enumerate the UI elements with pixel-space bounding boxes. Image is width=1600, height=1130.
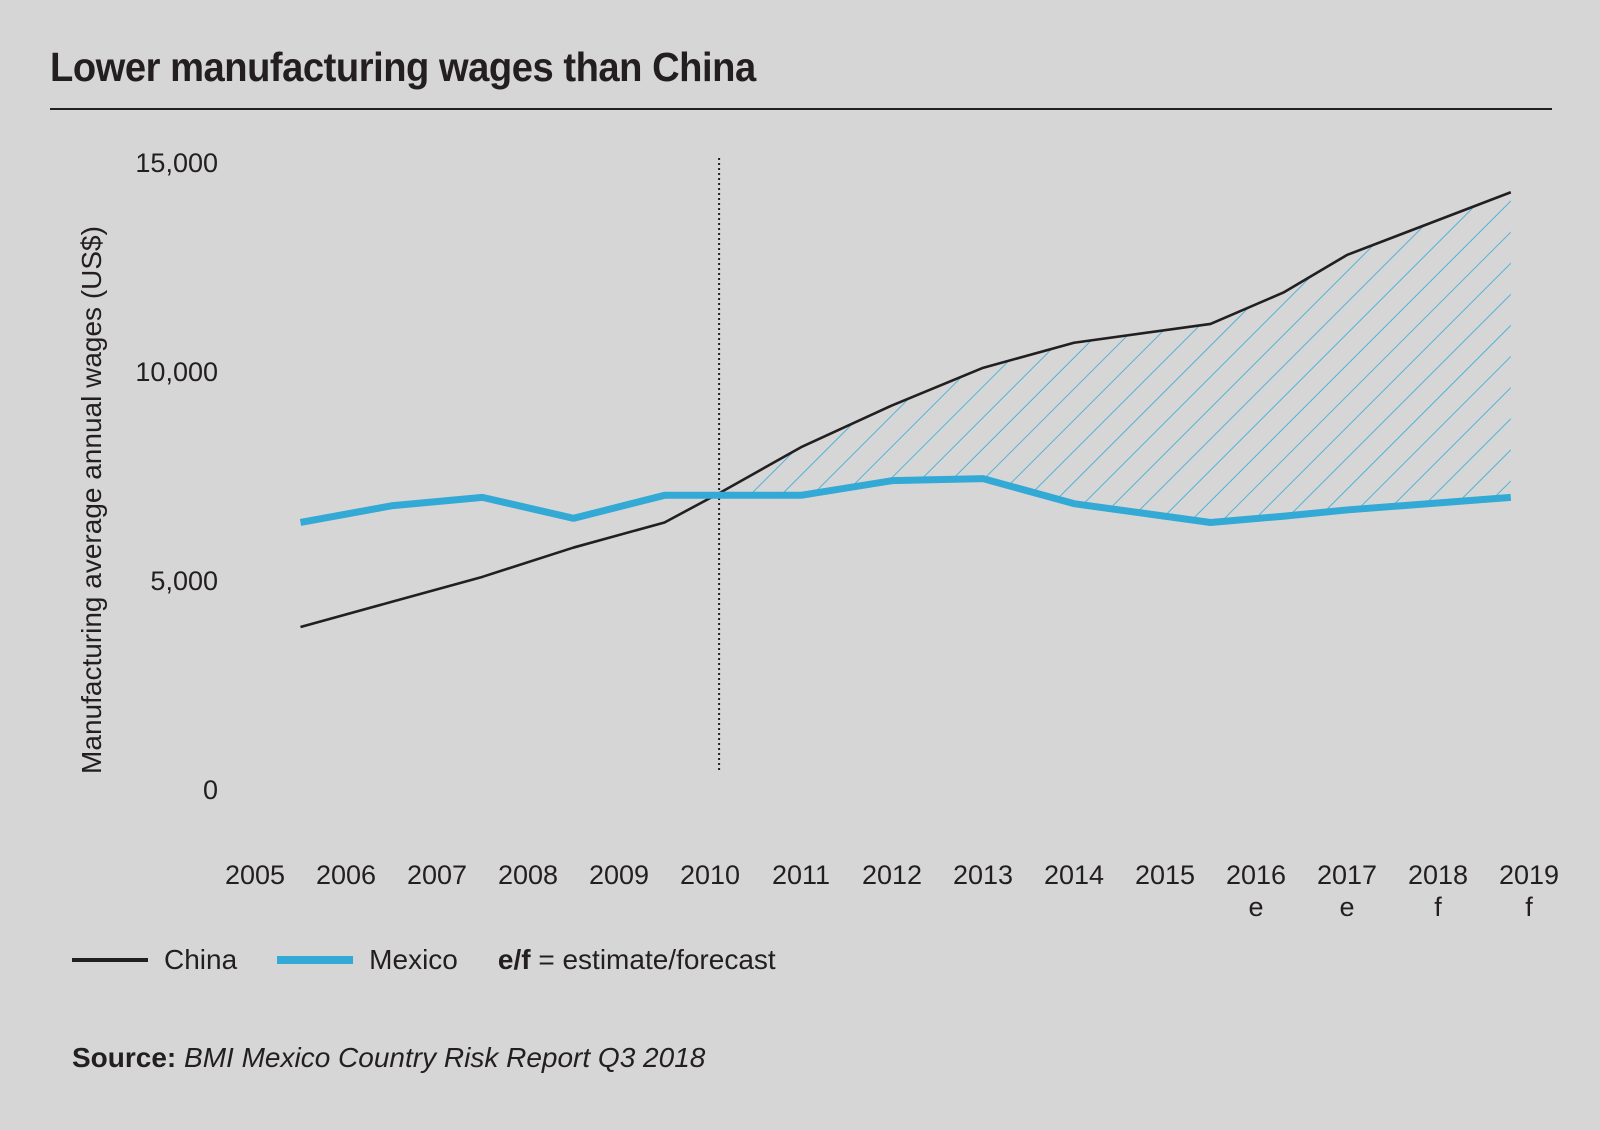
gap-hatched-area: [719, 192, 1511, 523]
y-tick-label: 0: [203, 775, 218, 805]
legend-swatch-mexico: [277, 956, 354, 964]
series-line-mexico: [299, 475, 1512, 526]
x-tick-sublabel: e: [1248, 892, 1263, 922]
legend-note-bold: e/f: [497, 944, 531, 975]
x-tick-label: 2005: [225, 860, 285, 890]
x-tick-label: 2017: [1317, 860, 1377, 890]
x-tick-label: 2013: [953, 860, 1013, 890]
x-tick-label: 2018: [1408, 860, 1468, 890]
legend-note-text: = estimate/forecast: [530, 944, 776, 975]
legend-swatch-china: [72, 958, 148, 962]
y-tick-label: 5,000: [150, 566, 218, 596]
legend-label-mexico: Mexico: [369, 944, 458, 975]
y-axis-label: Manufacturing average annual wages (US$): [76, 226, 107, 774]
x-tick-label: 2019: [1499, 860, 1559, 890]
x-tick-label: 2016: [1226, 860, 1286, 890]
x-tick-label: 2015: [1135, 860, 1195, 890]
x-tick-label: 2006: [316, 860, 376, 890]
source-line: Source: BMI Mexico Country Risk Report Q…: [72, 1042, 705, 1074]
x-tick-sublabel: f: [1525, 892, 1533, 922]
x-axis: 2005 2006 2007 2008 2009 2010 2011 2012 2013 2014…: [225, 860, 1559, 922]
x-tick-sublabel: e: [1339, 892, 1354, 922]
x-tick-label: 2008: [498, 860, 558, 890]
x-tick-label: 2010: [680, 860, 740, 890]
title-rule: [50, 108, 1552, 110]
y-axis: 0 5,000 10,000 15,000: [135, 148, 218, 805]
x-tick-label: 2012: [862, 860, 922, 890]
x-tick-sublabel: f: [1434, 892, 1442, 922]
legend-label-china: China: [164, 944, 238, 975]
series-line-china: [300, 191, 1512, 629]
chart-title: Lower manufacturing wages than China: [50, 44, 756, 90]
x-tick-label: 2007: [407, 860, 467, 890]
legend-item-mexico: Mexico: [277, 944, 458, 976]
x-tick-label: 2009: [589, 860, 649, 890]
y-tick-label: 10,000: [135, 357, 218, 387]
x-tick-label: 2014: [1044, 860, 1104, 890]
y-tick-label: 15,000: [135, 148, 218, 178]
source-text: BMI Mexico Country Risk Report Q3 2018: [184, 1042, 706, 1073]
source-label: Source:: [72, 1042, 177, 1073]
legend: China Mexico e/f = estimate/forecast: [72, 944, 776, 976]
legend-item-china: China: [72, 944, 237, 976]
x-tick-label: 2011: [772, 860, 830, 890]
legend-note: e/f = estimate/forecast: [498, 944, 776, 976]
